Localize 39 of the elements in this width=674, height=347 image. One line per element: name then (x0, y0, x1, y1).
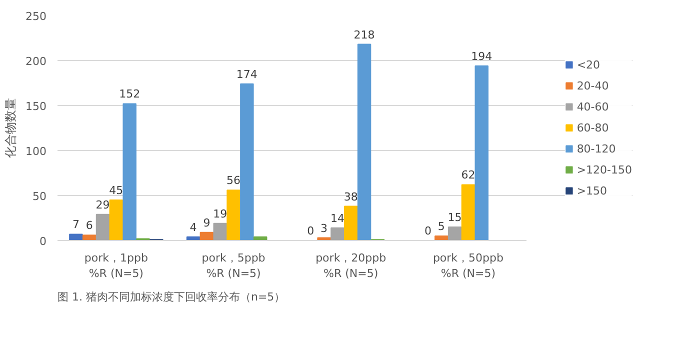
y-tick-label: 100 (26, 145, 47, 158)
data-label: 6 (86, 219, 93, 232)
data-label: 19 (213, 207, 228, 220)
y-tick-label: 150 (26, 100, 47, 113)
legend-label: 20-40 (576, 79, 609, 92)
x-tick-label: pork，50ppb %R (N=5) (432, 252, 504, 280)
legend-label: 40-60 (576, 100, 609, 113)
data-label: 15 (448, 211, 462, 224)
legend-label: >120-150 (576, 163, 632, 176)
y-tick-label: 200 (26, 55, 47, 68)
data-label: 0 (424, 224, 432, 238)
y-tick-label: 250 (26, 10, 47, 23)
data-label: 174 (236, 68, 258, 81)
data-label: 0 (307, 224, 314, 238)
data-label: 152 (119, 88, 140, 101)
data-label: 7 (72, 218, 80, 232)
data-label: 218 (354, 28, 375, 42)
data-label: 56 (226, 174, 241, 188)
data-label: 4 (190, 220, 197, 234)
data-label: 3 (320, 222, 328, 235)
x-tick-label: pork，1ppb %R (N=5) (84, 252, 148, 280)
data-label: 29 (96, 198, 110, 212)
caption: 图 1. 猪肉不同加标浓度下回收率分布（n=5） (58, 290, 286, 304)
data-label: 5 (438, 220, 445, 233)
legend-label: 60-80 (576, 121, 609, 134)
data-label: 194 (471, 50, 492, 63)
data-label: 62 (461, 168, 476, 182)
y-axis-title: 化合物数量 (4, 98, 18, 158)
y-tick-label: 50 (32, 190, 47, 203)
y-tick-label: 0 (40, 235, 46, 248)
x-tick-label: pork，5ppb %R (N=5) (202, 252, 266, 280)
x-tick-label: pork，20ppb %R (N=5) (316, 252, 386, 280)
data-label: 45 (109, 184, 124, 197)
legend-label: >150 (576, 184, 608, 197)
legend-label: 80-120 (576, 142, 616, 155)
data-label: 38 (344, 190, 358, 204)
data-label: 9 (203, 216, 210, 230)
data-label: 14 (330, 212, 344, 225)
legend-label: <20 (576, 58, 600, 71)
